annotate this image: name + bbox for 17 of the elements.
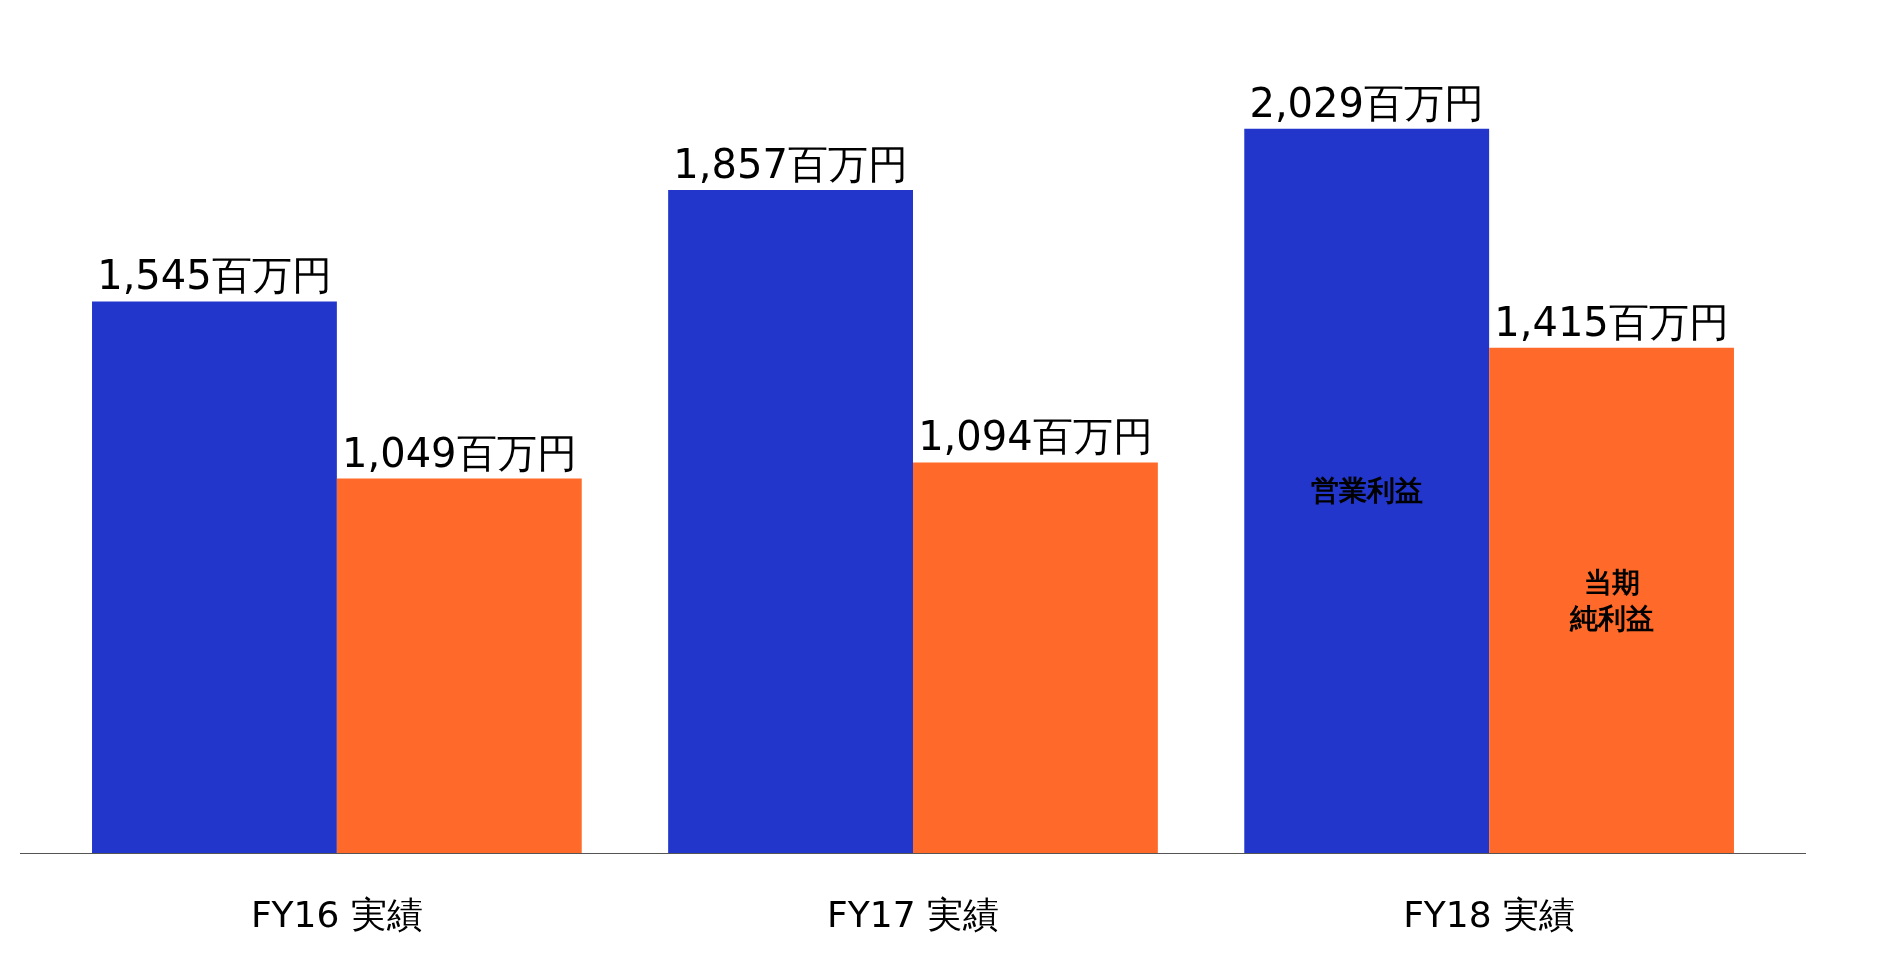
bar — [1244, 128, 1490, 853]
bar — [668, 190, 913, 853]
bar — [913, 462, 1158, 853]
x-tick-label: FY16 実績 — [250, 894, 423, 936]
data-label: 1,857百万円 — [673, 141, 908, 188]
bar — [92, 301, 337, 853]
x-tick-label: FY17 実績 — [827, 894, 999, 936]
bar — [336, 478, 582, 853]
series-label: 営業利益 — [1311, 474, 1423, 507]
data-label: 1,545百万円 — [97, 252, 332, 299]
data-label: 2,029百万円 — [1249, 79, 1484, 126]
x-tick-label: FY18 実績 — [1403, 894, 1576, 936]
data-label: 1,415百万円 — [1494, 298, 1729, 345]
data-label: 1,094百万円 — [918, 413, 1153, 460]
bar — [1489, 347, 1734, 853]
series-label: 当期純利益 — [1569, 566, 1654, 636]
data-label: 1,049百万円 — [342, 429, 577, 476]
